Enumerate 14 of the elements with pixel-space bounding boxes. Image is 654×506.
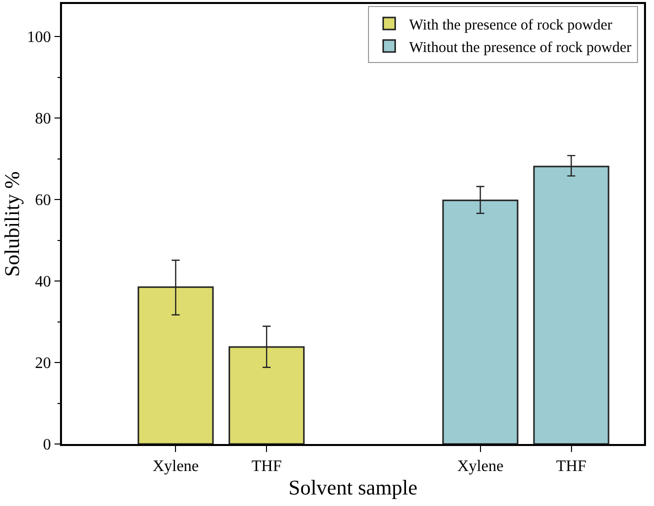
y-tick-label: 80: [35, 110, 52, 128]
y-tick-label: 100: [27, 29, 52, 46]
y-tick-label: 60: [35, 192, 52, 210]
x-axis-title: Solvent sample: [288, 476, 418, 500]
x-tick-label: THF: [251, 458, 282, 475]
x-tick-label: Xylene: [152, 458, 199, 475]
x-tick-label: Xylene: [457, 458, 504, 475]
y-axis-title: Solubility %: [0, 171, 24, 277]
x-tick-label: THF: [556, 458, 586, 475]
legend-label: With the presence of rock powder: [409, 17, 612, 34]
y-tick-label: 0: [43, 436, 52, 454]
y-tick-label: 20: [35, 355, 52, 372]
y-tick-label: 40: [35, 274, 52, 291]
legend-label: Without the presence of rock powder: [409, 40, 632, 56]
